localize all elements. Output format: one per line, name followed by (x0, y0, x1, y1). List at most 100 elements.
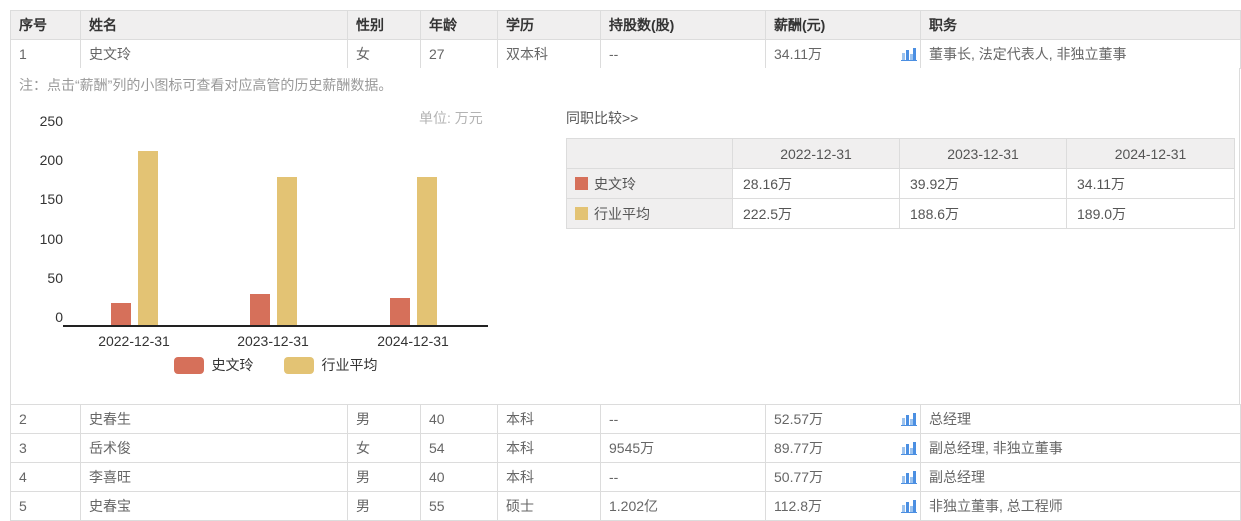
comparison-value-cell: 222.5万 (732, 198, 900, 229)
comparison-value-cell: 189.0万 (1066, 198, 1235, 229)
column-header-1: 姓名 (80, 10, 348, 40)
salary-cell: 112.8万 (765, 491, 921, 521)
table-row: 1 史文玲女 27 双本科 -- 34.11万 董事长, 法定代表人, 非独立董事 (10, 39, 1241, 69)
chart-unit-label: 单位: 万元 (419, 110, 483, 126)
cell-education: 硕士 (497, 491, 601, 521)
cell-name: 史春宝 (80, 491, 348, 521)
bar-行业平均-2024-12-31 (417, 177, 437, 325)
note-text: 注：点击“薪酬”列的小图标可查看对应高管的历史薪酬数据。 (19, 77, 393, 93)
bar-史文玲-2022-12-31 (111, 303, 131, 325)
cell-name: 李喜旺 (80, 462, 348, 492)
cell-gender: 男 (347, 462, 421, 492)
cell-shares: -- (600, 39, 766, 69)
comparison-row: 史文玲 28.16万 39.92万 34.11万 (566, 168, 1235, 199)
cell-age: 27 (420, 39, 498, 69)
legend-color-square (575, 206, 588, 220)
comparison-date-header-2: 2024-12-31 (1066, 138, 1235, 169)
bar-行业平均-2022-12-31 (138, 151, 158, 325)
cell-age: 55 (420, 491, 498, 521)
comparison-value-cell: 34.11万 (1066, 168, 1235, 199)
legend-label: 史文玲 (211, 357, 254, 373)
y-axis-tick-label: 100 (39, 230, 63, 247)
column-header-7: 职务 (920, 10, 1241, 40)
salary-history-chart-icon[interactable] (900, 441, 918, 455)
y-axis-tick-label: 150 (39, 191, 63, 208)
comparison-corner-cell (566, 138, 733, 169)
legend-item: 行业平均 (283, 355, 378, 375)
comparison-value-cell: 28.16万 (732, 168, 900, 199)
y-axis-tick-label: 0 (55, 309, 63, 325)
cell-position-title: 董事长, 法定代表人, 非独立董事 (920, 39, 1241, 69)
cell-education: 本科 (497, 404, 601, 434)
cell-age: 40 (420, 404, 498, 434)
column-header-4: 学历 (497, 10, 601, 40)
bar-史文玲-2023-12-31 (250, 294, 270, 325)
cell-row-number: 2 (10, 404, 81, 434)
table-row: 3 岳术俊女 54 本科 9545万 89.77万 副总经理, 非独立董事 (10, 433, 1241, 463)
cell-row-number: 3 (10, 433, 81, 463)
table-row: 5 史春宝男 55 硕士 1.202亿 112.8万 非独立董事, 总工程师 (10, 491, 1241, 521)
cell-name: 史文玲 (80, 39, 348, 69)
cell-education: 本科 (497, 462, 601, 492)
cell-shares: -- (600, 462, 766, 492)
comparison-name-cell: 史文玲 (566, 168, 733, 199)
y-axis-tick-label: 250 (39, 113, 63, 129)
cell-position-title: 副总经理 (920, 462, 1241, 492)
cell-gender: 男 (347, 404, 421, 434)
x-axis-category-label: 2022-12-31 (98, 333, 170, 349)
salary-history-chart-icon[interactable] (900, 47, 918, 61)
cell-age: 54 (420, 433, 498, 463)
comparison-value-cell: 39.92万 (899, 168, 1067, 199)
cell-gender: 女 (347, 433, 421, 463)
salary-history-chart-icon[interactable] (900, 470, 918, 484)
salary-value: 34.11万 (774, 46, 822, 62)
chart-legend: 史文玲 行业平均 (63, 355, 488, 375)
y-axis-tick-label: 200 (39, 152, 63, 169)
salary-history-chart-icon[interactable] (900, 412, 918, 426)
y-axis-tick-label: 50 (47, 269, 63, 286)
salary-value: 112.8万 (774, 498, 822, 514)
column-header-5: 持股数(股) (600, 10, 766, 40)
x-axis-category-label: 2024-12-31 (377, 333, 449, 349)
legend-swatch (173, 356, 204, 374)
legend-swatch (283, 356, 314, 374)
comparison-name-cell: 行业平均 (566, 198, 733, 229)
peer-comparison-link[interactable]: 同职比较>> (566, 110, 639, 126)
bar-行业平均-2023-12-31 (277, 177, 297, 325)
bar-史文玲-2024-12-31 (390, 298, 410, 325)
table-row: 4 李喜旺男 40 本科 -- 50.77万 副总经理 (10, 462, 1241, 492)
executive-table-bottom: 2 史春生男 40 本科 -- 52.57万 总经理 3 岳术俊女 54 本科 9545万 89.77万… (10, 404, 1241, 521)
cell-education: 本科 (497, 433, 601, 463)
table-row: 2 史春生男 40 本科 -- 52.57万 总经理 (10, 404, 1241, 434)
salary-cell: 52.57万 (765, 404, 921, 434)
salary-history-chart-icon[interactable] (900, 499, 918, 513)
x-axis-line (63, 325, 488, 327)
salary-value: 52.57万 (774, 411, 824, 427)
column-header-2: 性别 (347, 10, 421, 40)
cell-gender: 女 (347, 39, 421, 69)
comparison-date-header-1: 2023-12-31 (899, 138, 1067, 169)
cell-shares: 9545万 (600, 433, 766, 463)
legend-item: 史文玲 (173, 355, 254, 375)
column-header-6: 薪酬(元) (765, 10, 921, 40)
cell-name: 史春生 (80, 404, 348, 434)
comparison-row: 行业平均 222.5万 188.6万 189.0万 (566, 198, 1235, 229)
column-header-0: 序号 (10, 10, 81, 40)
cell-position-title: 副总经理, 非独立董事 (920, 433, 1241, 463)
cell-name: 岳术俊 (80, 433, 348, 463)
executive-table-top: 序号 姓名 性别 年龄 学历 持股数(股) 薪酬(元) 职务 1 史文玲女 27 双本科 -- 34.1… (10, 10, 1241, 69)
salary-value: 50.77万 (774, 469, 824, 485)
peer-comparison-table: 2022-12-31 2023-12-31 2024-12-31 史文玲 28.16万… (566, 138, 1235, 229)
salary-value: 89.77万 (774, 440, 824, 456)
cell-gender: 男 (347, 491, 421, 521)
column-header-3: 年龄 (420, 10, 498, 40)
cell-row-number: 5 (10, 491, 81, 521)
salary-cell: 50.77万 (765, 462, 921, 492)
salary-history-panel: 注：点击“薪酬”列的小图标可查看对应高管的历史薪酬数据。 单位: 万元 250 2… (10, 68, 1240, 404)
cell-position-title: 总经理 (920, 404, 1241, 434)
comparison-value-cell: 188.6万 (899, 198, 1067, 229)
cell-row-number: 1 (10, 39, 81, 69)
salary-cell: 89.77万 (765, 433, 921, 463)
table-header-row: 序号 姓名 性别 年龄 学历 持股数(股) 薪酬(元) 职务 (10, 10, 1241, 40)
